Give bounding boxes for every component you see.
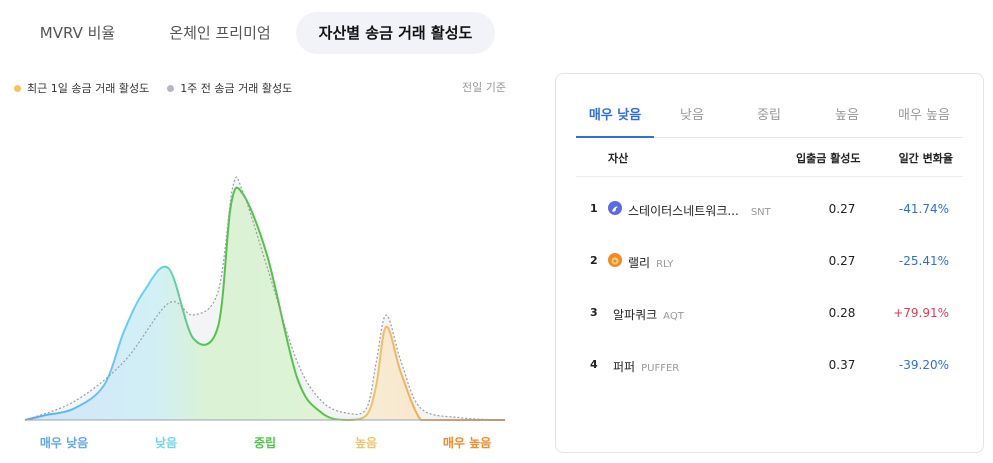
tab-asset-transfer-activity[interactable]: 자산별 송금 거래 활성도 xyxy=(296,12,495,54)
x-tick-label: 높음 xyxy=(354,436,378,450)
asset-name-text: 퍼퍼 xyxy=(613,360,636,374)
status-network-token-icon xyxy=(608,201,622,215)
header-asset: 자산 xyxy=(608,152,629,165)
tab-onchain-premium[interactable]: 온체인 프리미엄 xyxy=(169,24,271,42)
x-tick-label: 낮음 xyxy=(154,436,178,450)
tab-mvrv-ratio[interactable]: MVRV 비율 xyxy=(39,24,116,42)
series-recent-area xyxy=(25,187,505,420)
series-recent-line xyxy=(24,186,505,422)
asset-name-text: 알파쿼크 xyxy=(613,308,658,322)
chart-legend: 최근 1일 송금 거래 활성도 1주 전 송금 거래 활성도 xyxy=(14,80,292,96)
subtab-divider xyxy=(576,137,963,138)
legend-prev: 1주 전 송금 거래 활성도 xyxy=(167,80,292,96)
subtab-very-low[interactable]: 매우 낮음 xyxy=(588,108,642,123)
row-activity: 0.28 xyxy=(828,306,856,320)
row-change: -39.20% xyxy=(898,358,949,372)
row-asset-name: 알파쿼크 AQT xyxy=(613,306,684,323)
table-row[interactable]: 2 랠리 RLY 0.27 -25.41% xyxy=(556,253,983,294)
subtab-high[interactable]: 높음 xyxy=(835,108,859,123)
basis-label: 전일 기준 xyxy=(462,81,506,94)
legend-prev-dot xyxy=(167,84,175,92)
row-asset-name: 퍼퍼 PUFFER xyxy=(613,358,679,375)
legend-prev-label: 1주 전 송금 거래 활성도 xyxy=(180,82,293,95)
legend-recent-dot xyxy=(14,84,21,92)
row-rank: 1 xyxy=(590,202,598,215)
legend-recent-label: 최근 1일 송금 거래 활성도 xyxy=(27,82,150,95)
row-activity: 0.27 xyxy=(828,254,856,268)
row-change: -25.41% xyxy=(898,254,949,268)
header-change: 일간 변화율 xyxy=(898,152,953,165)
row-rank: 3 xyxy=(590,306,598,319)
subtab-neutral[interactable]: 중립 xyxy=(757,108,781,123)
row-change: -41.74% xyxy=(898,202,949,216)
asset-name-text: 스테이터스네트워크... xyxy=(628,204,739,218)
rally-icon xyxy=(608,253,622,267)
subtab-very-high[interactable]: 매우 높음 xyxy=(898,108,950,123)
active-subtab-indicator xyxy=(576,136,654,138)
asset-ranking-panel: 매우 낮음 낮음 중립 높음 매우 높음 자산 입출금 활성도 일간 변화율 1… xyxy=(555,73,984,453)
asset-ticker: RLY xyxy=(656,259,674,270)
asset-name-text: 랠리 xyxy=(628,256,651,270)
header-activity: 입출금 활성도 xyxy=(796,152,861,165)
series-prev-line xyxy=(24,176,506,421)
row-rank: 4 xyxy=(590,358,598,371)
row-activity: 0.37 xyxy=(828,358,856,372)
subtab-low[interactable]: 낮음 xyxy=(680,108,704,123)
row-asset-name: 스테이터스네트워크... SNT xyxy=(628,202,771,219)
header-divider xyxy=(576,176,963,177)
x-tick-label: 매우 낮음 xyxy=(39,436,89,450)
x-tick-label: 매우 높음 xyxy=(442,436,492,450)
row-asset-name: 랠리 RLY xyxy=(628,254,673,271)
asset-ticker: AQT xyxy=(663,311,684,322)
activity-distribution-chart xyxy=(24,176,506,422)
asset-ticker: PUFFER xyxy=(641,363,680,374)
table-row[interactable]: 3 알파쿼크 AQT 0.28 +79.91% xyxy=(556,306,983,346)
row-activity: 0.27 xyxy=(828,202,856,216)
table-row[interactable]: 1 스테이터스네트워크... SNT 0.27 -41.74% xyxy=(556,201,983,242)
x-tick-label: 중립 xyxy=(253,436,277,450)
row-rank: 2 xyxy=(590,254,598,267)
asset-ticker: SNT xyxy=(750,207,771,218)
table-row[interactable]: 4 퍼퍼 PUFFER 0.37 -39.20% xyxy=(556,358,983,398)
legend-recent: 최근 1일 송금 거래 활성도 xyxy=(14,80,149,96)
row-change: +79.91% xyxy=(893,306,949,320)
